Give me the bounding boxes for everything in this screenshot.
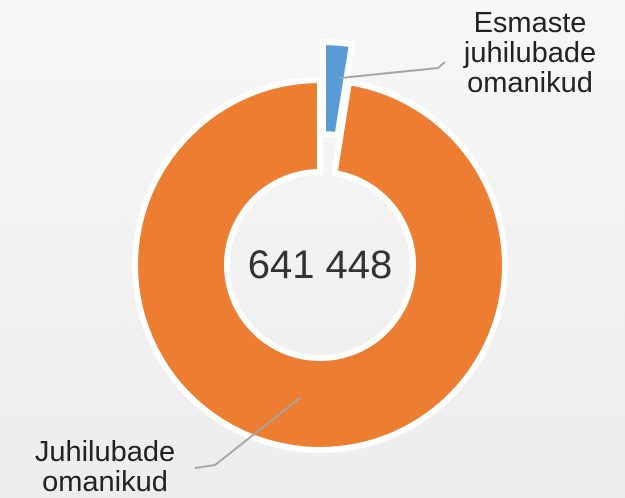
center-label: 641 448	[247, 243, 393, 287]
slice	[132, 76, 508, 453]
leader-line	[194, 397, 301, 469]
slice-label: Juhilubade omanikud	[34, 436, 176, 498]
leader-line	[339, 61, 446, 79]
slice-label: Esmaste juhilubade omanikud	[463, 7, 597, 99]
